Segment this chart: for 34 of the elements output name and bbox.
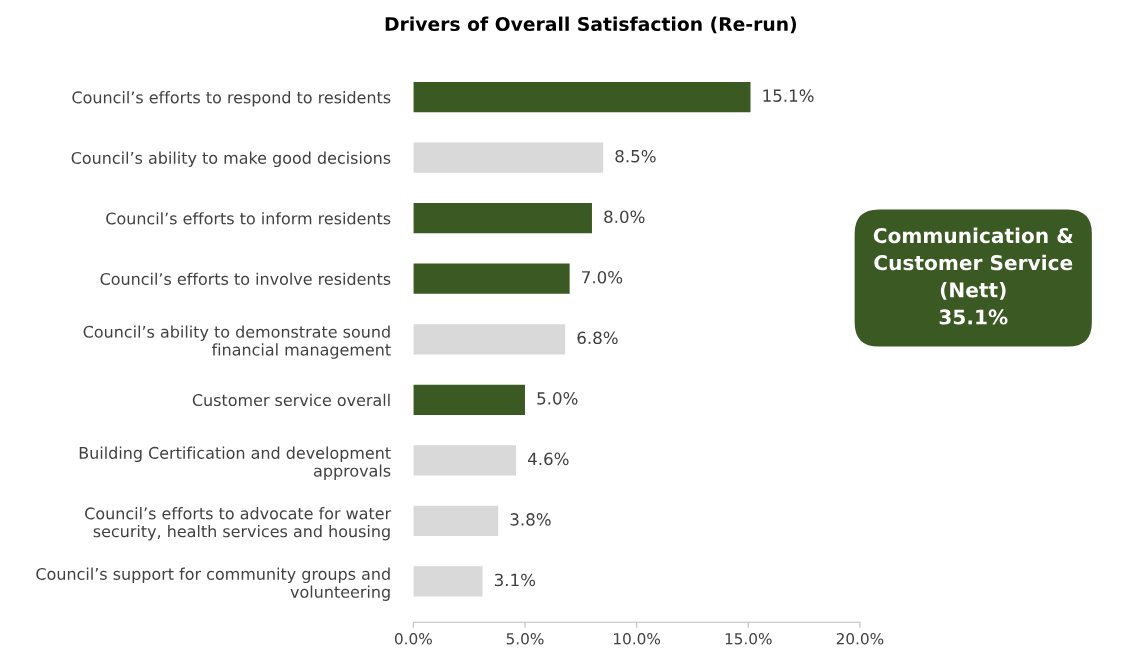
data-label: 3.8% (510, 513, 551, 526)
x-tick-label: 5.0% (506, 632, 544, 645)
data-label: 6.8% (577, 331, 618, 345)
y-tick-label: Council’s efforts to involve residents (100, 272, 391, 286)
y-tick-label: Council’s ability to demonstrate sound financial management (83, 325, 391, 359)
y-tick-label: Council’s efforts to respond to residents (72, 91, 391, 107)
x-tick-label: 10.0% (614, 632, 661, 645)
data-label: 8.0% (604, 210, 645, 224)
data-label: 3.1% (494, 573, 536, 587)
bar (413, 142, 604, 173)
y-tick-label: Council’s support for community groups and volunteering (36, 567, 390, 601)
bar (413, 82, 751, 113)
x-tick-label: 20.0% (836, 632, 884, 645)
data-label: 4.6% (527, 452, 569, 466)
bar (413, 566, 483, 597)
y-tick-label: Customer service overall (192, 393, 390, 407)
bar (413, 324, 566, 355)
bar (413, 263, 570, 294)
chart-title: Drivers of Overall Satisfaction (Re-run) (385, 16, 797, 34)
y-tick-label: Council’s efforts to inform residents (106, 212, 391, 225)
bar (413, 445, 517, 476)
data-label: 8.5% (615, 149, 656, 163)
x-tick-label: 15.0% (725, 632, 772, 645)
bar (413, 384, 525, 415)
y-tick-label: Council’s ability to make good decisions (71, 151, 391, 168)
data-label: 5.0% (537, 392, 578, 405)
bar (413, 203, 592, 234)
data-label: 7.0% (582, 270, 623, 284)
y-tick-label: Building Certification and development approvals (79, 446, 391, 480)
bar (413, 505, 499, 537)
y-tick-label: Council’s efforts to advocate for water security, health services and housing (85, 507, 392, 541)
text: Communication & Customer Service (Nett) 35.1% (873, 227, 1073, 325)
data-label: 15.1% (763, 89, 814, 102)
x-tick-label: 0.0% (394, 632, 432, 645)
